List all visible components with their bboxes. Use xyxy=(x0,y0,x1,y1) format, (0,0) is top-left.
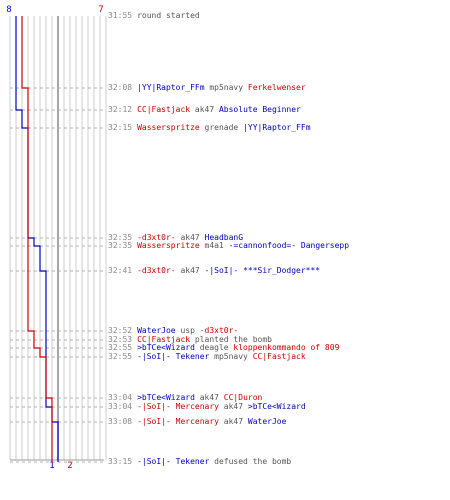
t-player-name: CC|Fastjack xyxy=(137,105,191,114)
t-alive-series-line xyxy=(21,16,53,462)
t-player-name: -|SoI|- Mercenary xyxy=(137,402,219,411)
event-row: 33:04 >bTCe<Wizard ak47 CC|Duron xyxy=(108,393,262,403)
event-action-text: mp5navy xyxy=(204,83,248,92)
ct-player-name: -|SoI|- Tekener xyxy=(137,457,210,466)
event-action-text: planted the bomb xyxy=(190,335,272,344)
event-row: 33:08 -|SoI|- Mercenary ak47 WaterJoe xyxy=(108,417,286,427)
event-row: 32:15 Wasserspritze grenade |YY|Raptor_FF… xyxy=(108,123,311,133)
event-action-text: ak47 xyxy=(190,105,219,114)
event-time: 31:55 xyxy=(108,11,133,20)
ct-player-name: >bTCe<Wizard xyxy=(137,393,195,402)
t-player-name: CC|Fastjack xyxy=(252,352,306,361)
event-action-text: ak47 xyxy=(218,402,248,411)
t-player-name: Ferkelwenser xyxy=(247,83,306,92)
ct-player-name: -|SoI|- Tekener xyxy=(137,352,210,361)
ct-player-name: >bTCe<Wizard xyxy=(137,343,195,352)
ct-player-name: Absolute Beginner xyxy=(218,105,301,114)
event-row: 33:04 -|SoI|- Mercenary ak47 >bTCe<Wizard xyxy=(108,402,306,412)
event-time: 33:08 xyxy=(108,417,133,426)
t-player-name: -|SoI|- Mercenary xyxy=(137,417,219,426)
t-player-name: -d3xt0r- xyxy=(199,326,239,335)
ct-player-name: >bTCe<Wizard xyxy=(247,402,306,411)
event-action-text: ak47 xyxy=(175,233,205,242)
event-time: 33:04 xyxy=(108,393,133,402)
event-row: 32:35 -d3xt0r- ak47 HeadbanG xyxy=(108,233,243,243)
event-action-text: ak47 xyxy=(175,266,205,275)
t-player-name: CC|Fastjack xyxy=(137,335,191,344)
event-action-text: ak47 xyxy=(194,393,224,402)
event-row: 32:52 WaterJoe usp -d3xt0r- xyxy=(108,326,238,336)
event-action-text: ak47 xyxy=(218,417,248,426)
event-action-text: usp xyxy=(175,326,200,335)
event-time: 32:41 xyxy=(108,266,133,275)
event-row: 32:08 |YY|Raptor_FFm mp5navy Ferkelwenser xyxy=(108,83,306,93)
t-player-name: -d3xt0r- xyxy=(137,266,176,275)
event-row: 32:53 CC|Fastjack planted the bomb xyxy=(108,335,272,345)
event-time: 32:35 xyxy=(108,233,133,242)
event-row: 32:55 >bTCe<Wizard deagle kloppenkommando… xyxy=(108,343,339,353)
ct-end-count-label: 1 xyxy=(49,461,54,471)
event-action-text: grenade xyxy=(199,123,244,132)
event-time: 33:15 xyxy=(108,457,133,466)
event-action-text: deagle xyxy=(194,343,234,352)
event-time: 32:55 xyxy=(108,343,133,352)
event-action-text: round started xyxy=(137,11,200,20)
event-time: 32:53 xyxy=(108,335,133,344)
event-action-text: defused the bomb xyxy=(209,457,292,466)
ct-player-name: WaterJoe xyxy=(137,326,176,335)
event-time: 33:04 xyxy=(108,402,133,411)
event-time: 32:52 xyxy=(108,326,133,335)
event-time: 32:35 xyxy=(108,241,133,250)
event-row: 33:15 -|SoI|- Tekener defused the bomb xyxy=(108,457,291,467)
ct-player-name: |YY|Raptor_FFm xyxy=(137,83,205,92)
ct-player-name: |YY|Raptor_FFm xyxy=(243,123,311,132)
ct-player-name: -|SoI|- ***Sir_Dodger*** xyxy=(204,266,321,275)
t-player-name: -d3xt0r- xyxy=(137,233,176,242)
event-row: 31:55 round started xyxy=(108,11,200,21)
t-player-name: Wasserspritze xyxy=(137,241,200,250)
event-time: 32:55 xyxy=(108,352,133,361)
event-row: 32:55 -|SoI|- Tekener mp5navy CC|Fastjack xyxy=(108,352,306,362)
ct-player-name: -=cannonfood=- Dangersepp xyxy=(228,241,350,250)
event-time: 32:08 xyxy=(108,83,133,92)
event-time: 32:12 xyxy=(108,105,133,114)
t-player-name: Wasserspritze xyxy=(137,123,200,132)
event-row: 32:35 Wasserspritze m4a1 -=cannonfood=- D… xyxy=(108,241,349,251)
t-player-name: kloppenkommando of 809 xyxy=(233,343,340,352)
event-action-text: mp5navy xyxy=(209,352,253,361)
ct-player-name: WaterJoe xyxy=(247,417,287,426)
event-row: 32:12 CC|Fastjack ak47 Absolute Beginner xyxy=(108,105,301,115)
event-row: 32:41 -d3xt0r- ak47 -|SoI|- ***Sir_Dodger… xyxy=(108,266,320,276)
t-start-count-label: 7 xyxy=(98,5,103,15)
ct-start-count-label: 8 xyxy=(6,5,11,15)
event-time: 32:15 xyxy=(108,123,133,132)
t-end-count-label: 2 xyxy=(67,461,72,471)
event-action-text: m4a1 xyxy=(199,241,229,250)
ct-alive-series-line xyxy=(15,16,59,462)
ct-player-name: HeadbanG xyxy=(204,233,244,242)
t-player-name: CC|Duron xyxy=(223,393,263,402)
